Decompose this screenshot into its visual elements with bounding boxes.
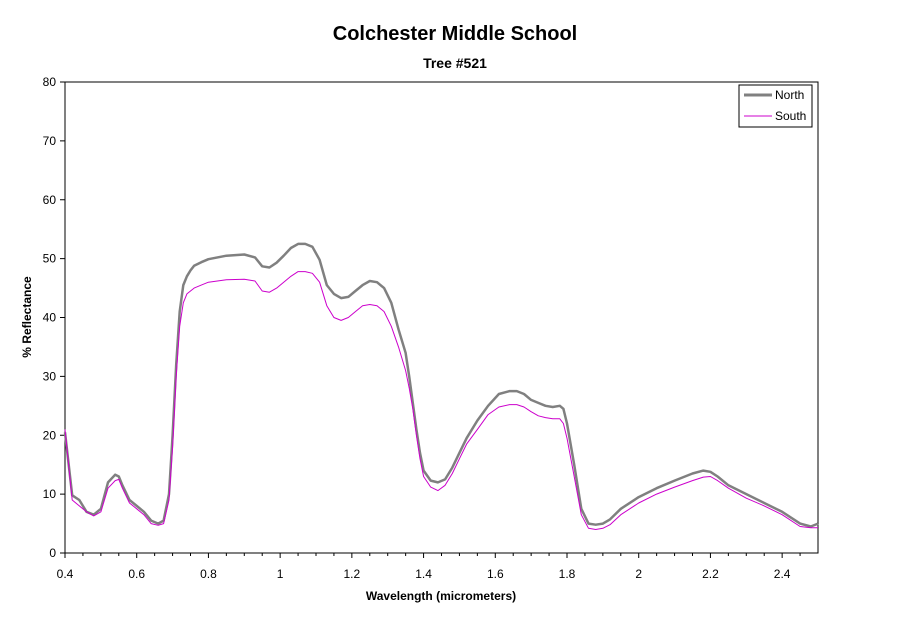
y-tick-label: 80 <box>43 75 57 89</box>
y-axis-label: % Reflectance <box>20 276 34 358</box>
y-tick-label: 10 <box>43 487 57 501</box>
x-tick-label: 0.8 <box>200 567 217 581</box>
x-axis: 0.4 0.6 0.8 1 1.2 1.4 1.6 1.8 2 2.2 2.4 <box>57 553 801 581</box>
chart-subtitle: Tree #521 <box>423 55 487 71</box>
series-lines <box>63 242 819 530</box>
x-tick-label: 0.4 <box>57 567 74 581</box>
y-tick-label: 0 <box>49 546 56 560</box>
series-line-north <box>63 242 819 528</box>
y-tick-label: 40 <box>43 311 57 325</box>
y-tick-label: 30 <box>43 369 57 383</box>
y-axis: 0 10 20 30 40 50 60 70 80 <box>43 75 65 560</box>
x-tick-label: 1.6 <box>487 567 504 581</box>
chart-title: Colchester Middle School <box>333 23 577 45</box>
x-axis-label: Wavelength (micrometers) <box>366 589 516 603</box>
legend-label-north: North <box>775 88 804 102</box>
y-tick-label: 20 <box>43 428 57 442</box>
legend-label-south: South <box>775 109 806 123</box>
y-tick-label: 60 <box>43 193 57 207</box>
series-line-south <box>64 271 818 530</box>
y-tick-label: 70 <box>43 134 57 148</box>
x-tick-label: 2.2 <box>702 567 719 581</box>
y-tick-label: 50 <box>43 252 57 266</box>
x-tick-label: 1.4 <box>415 567 432 581</box>
x-tick-label: 1.8 <box>559 567 576 581</box>
x-tick-label: 0.6 <box>128 567 145 581</box>
plot-area <box>64 81 819 554</box>
legend: North South <box>738 84 813 128</box>
x-tick-label: 2 <box>635 567 642 581</box>
x-tick-label: 1.2 <box>344 567 361 581</box>
x-tick-label: 1 <box>277 567 284 581</box>
x-tick-label: 2.4 <box>774 567 791 581</box>
legend-box <box>738 84 813 128</box>
